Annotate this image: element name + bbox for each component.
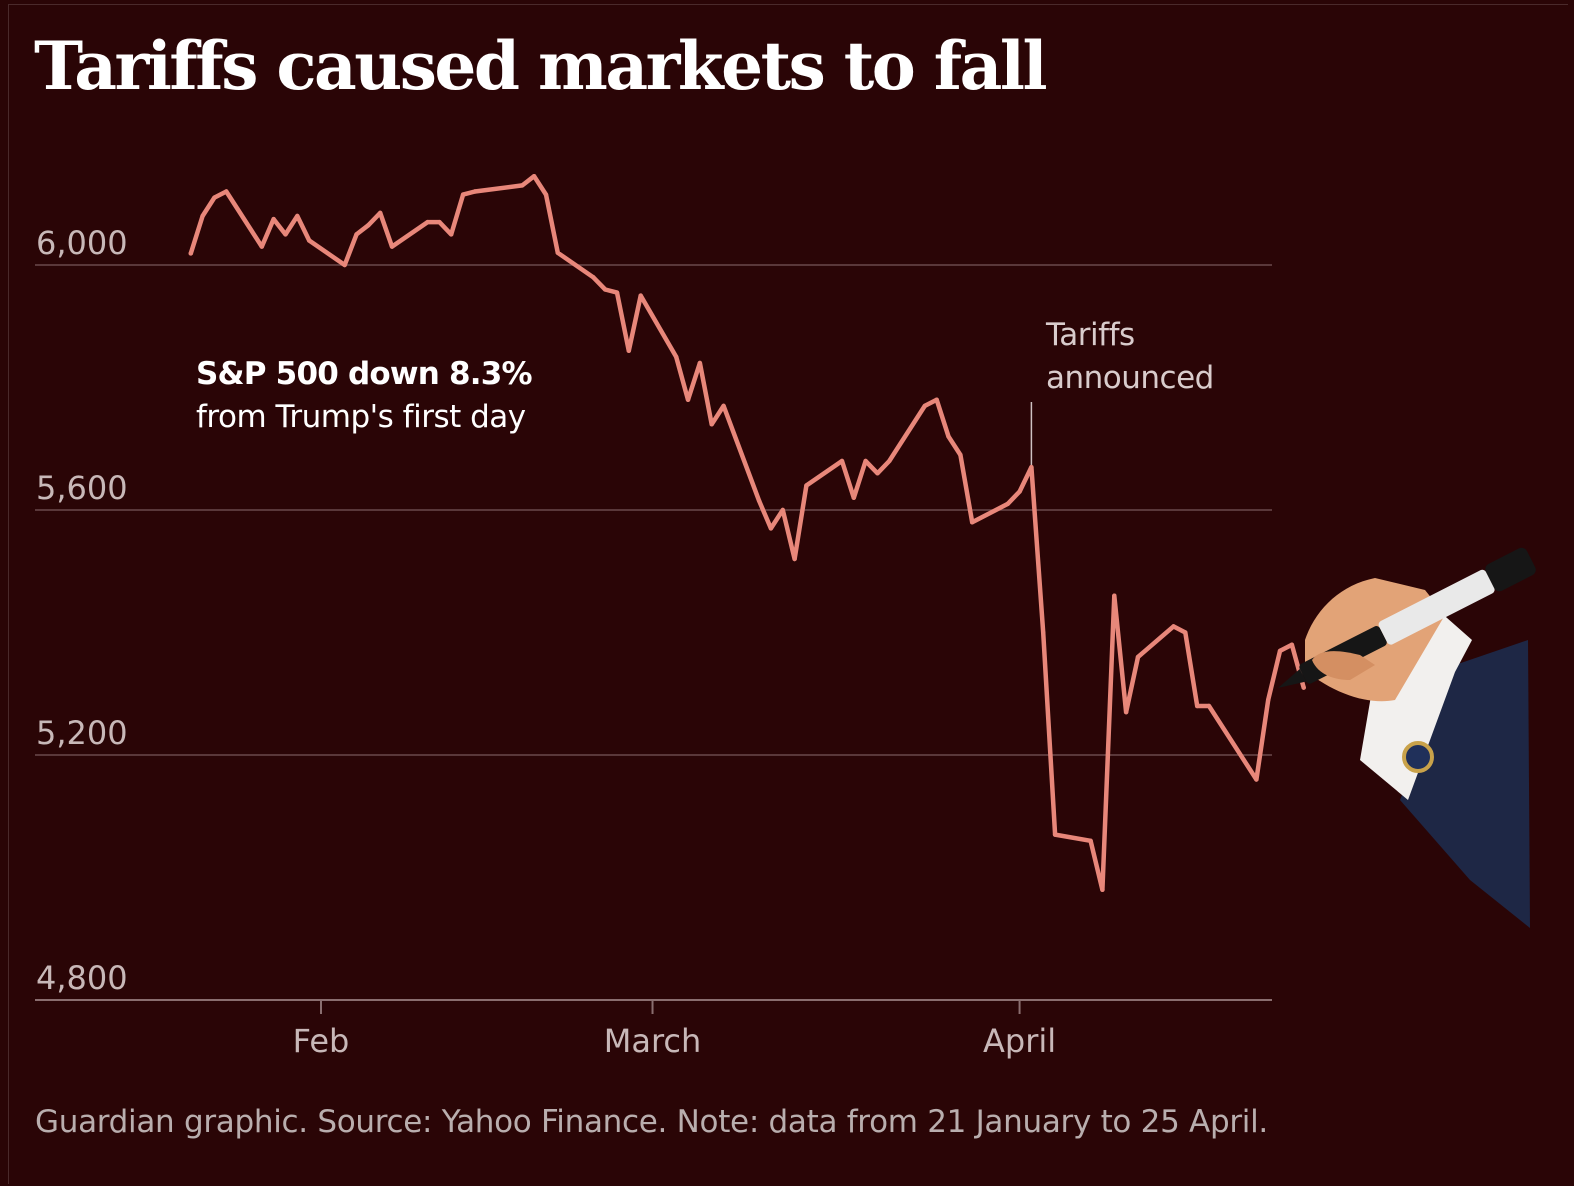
data-point — [1088, 838, 1093, 843]
data-point — [934, 397, 939, 402]
data-point — [1017, 489, 1022, 494]
data-point — [685, 397, 691, 402]
y-tick-label: 5,200 — [36, 714, 128, 752]
data-point — [472, 189, 478, 194]
data-point — [295, 213, 300, 219]
data-point — [875, 471, 880, 476]
annotation-subtext: from Trump's first day — [196, 399, 526, 435]
x-axis — [35, 999, 1272, 1014]
data-point — [638, 293, 643, 298]
data-point — [283, 232, 288, 237]
data-point — [1112, 593, 1117, 598]
data-point — [780, 507, 785, 513]
grid-lines — [35, 264, 1272, 1001]
annotation-headline: S&P 500 down 8.3% — [196, 356, 532, 392]
data-point — [306, 238, 312, 243]
data-point — [271, 216, 276, 222]
data-point — [768, 526, 774, 531]
chart-frame — [8, 4, 1568, 1184]
data-point — [626, 348, 632, 353]
data-point — [970, 520, 975, 525]
callout-label: Tariffs — [1045, 317, 1135, 353]
tick-labels: 6,000 5,600 5,200 4,800 Feb March April — [36, 224, 1056, 1060]
data-point — [1289, 642, 1295, 647]
data-point — [200, 213, 205, 219]
data-point — [946, 434, 951, 439]
y-tick-label: 5,600 — [36, 469, 128, 507]
data-point — [839, 458, 845, 464]
data-point — [851, 495, 856, 500]
data-point — [555, 250, 560, 255]
page-title: Tariffs caused markets to fall — [34, 27, 1048, 105]
data-point — [425, 219, 430, 225]
callout: Tariffs announced — [1030, 317, 1214, 474]
data-point — [697, 360, 703, 366]
shirt-cuff — [1360, 610, 1472, 800]
thumb — [1312, 651, 1375, 680]
data-point — [1254, 777, 1259, 782]
series-line — [188, 173, 1306, 893]
y-tick-label: 4,800 — [36, 959, 128, 997]
callout-label: announced — [1046, 360, 1214, 396]
data-point — [1194, 703, 1200, 709]
data-point — [1277, 648, 1283, 654]
data-point — [520, 183, 525, 188]
data-point — [188, 251, 193, 256]
data-point — [804, 483, 809, 488]
data-point — [437, 219, 442, 225]
data-point — [1171, 624, 1176, 629]
x-tick-label: March — [604, 1022, 702, 1060]
y-tick-label: 6,000 — [36, 224, 128, 262]
suit-sleeve — [1400, 640, 1530, 928]
data-point — [958, 452, 963, 458]
data-point — [1005, 501, 1010, 507]
data-point — [922, 403, 928, 409]
data-point — [709, 422, 714, 427]
data-point — [1183, 630, 1188, 635]
data-point — [1029, 464, 1034, 470]
annotation-layer: S&P 500 down 8.3% from Trump's first day — [196, 356, 533, 435]
data-point — [1135, 654, 1141, 660]
source-note: Guardian graphic. Source: Yahoo Finance.… — [35, 1104, 1268, 1140]
data-point — [863, 458, 868, 464]
data-point — [614, 290, 620, 295]
data-point — [756, 498, 762, 504]
data-point — [1123, 709, 1129, 715]
data-point — [1100, 887, 1105, 892]
data-point — [1301, 685, 1306, 690]
data-point — [602, 287, 608, 292]
data-point — [721, 403, 726, 409]
data-point — [366, 222, 371, 228]
data-point — [460, 192, 466, 197]
x-tick-label: Feb — [293, 1022, 350, 1060]
hand-with-marker-illustration — [1278, 547, 1536, 928]
data-point — [792, 556, 797, 562]
data-point — [887, 458, 892, 464]
data-point — [1041, 630, 1046, 635]
data-point — [342, 262, 347, 268]
data-point — [1052, 832, 1058, 837]
data-point — [378, 210, 383, 216]
data-point — [354, 232, 359, 237]
data-point — [543, 192, 549, 197]
data-point — [259, 244, 264, 249]
data-point — [212, 195, 217, 200]
x-tick-label: April — [983, 1022, 1056, 1060]
data-point — [591, 275, 596, 280]
data-point — [1266, 697, 1271, 703]
data-point — [224, 189, 229, 194]
data-point — [449, 232, 454, 237]
data-point — [1206, 703, 1212, 709]
data-point — [674, 354, 679, 360]
data-point — [531, 173, 537, 179]
series-layer — [188, 173, 1306, 893]
data-point — [389, 244, 395, 249]
cufflink-icon — [1402, 741, 1434, 773]
